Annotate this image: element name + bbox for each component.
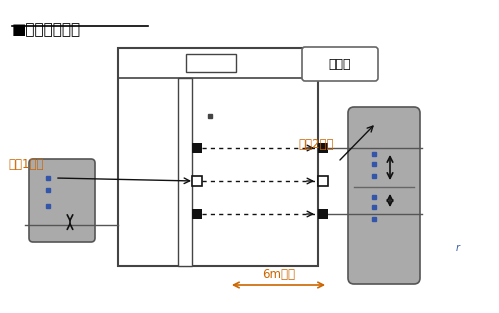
Bar <box>186 54 236 72</box>
Bar <box>118 48 318 266</box>
Bar <box>318 176 328 186</box>
Bar <box>318 143 328 153</box>
Bar <box>192 176 202 186</box>
FancyBboxPatch shape <box>302 47 378 81</box>
Text: 6m以内: 6m以内 <box>262 268 295 281</box>
FancyBboxPatch shape <box>29 159 95 242</box>
Text: ■设置高度尺寸: ■设置高度尺寸 <box>12 22 81 37</box>
Text: 使用1套时: 使用1套时 <box>8 158 43 171</box>
Text: 关闭侧: 关闭侧 <box>329 58 351 70</box>
Bar <box>192 143 202 153</box>
FancyBboxPatch shape <box>348 107 420 284</box>
Bar <box>192 209 202 219</box>
Text: r: r <box>456 243 460 253</box>
Text: 使用2套时: 使用2套时 <box>298 138 333 151</box>
Bar <box>318 209 328 219</box>
Bar <box>178 78 192 266</box>
